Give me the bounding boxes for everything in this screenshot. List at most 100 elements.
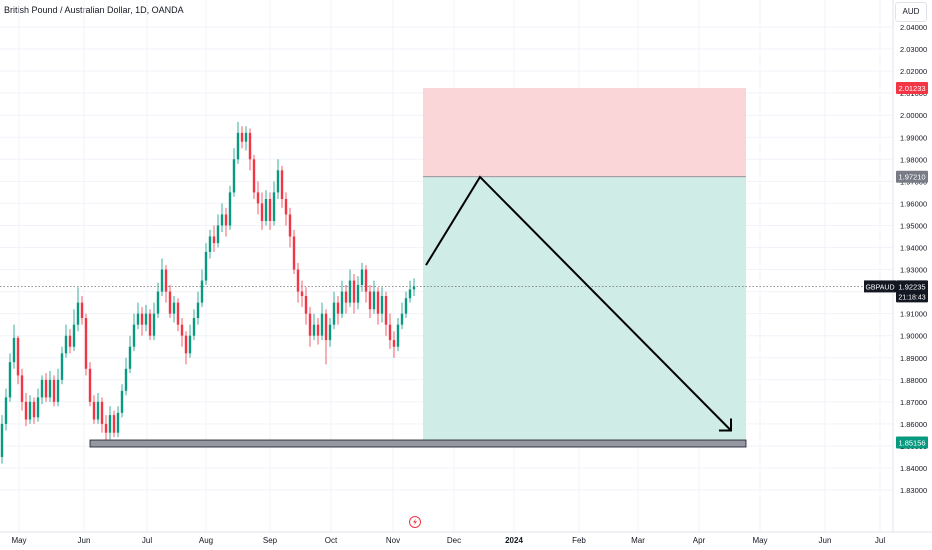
candle-up bbox=[40, 379, 44, 398]
candle-up bbox=[228, 192, 232, 226]
candle-up bbox=[136, 313, 140, 325]
candlestick-series bbox=[0, 121, 416, 464]
candle-up bbox=[132, 324, 136, 347]
candle-down bbox=[180, 324, 184, 336]
candle-down bbox=[140, 313, 144, 325]
candle-down bbox=[20, 375, 24, 402]
support-zone-rectangle[interactable] bbox=[89, 439, 747, 448]
price-tag-text: 1.85156 bbox=[898, 439, 925, 448]
price-tag-bg bbox=[896, 436, 928, 449]
candle-down bbox=[336, 302, 340, 314]
candle-up bbox=[332, 302, 336, 325]
symbol-tag-bg bbox=[864, 280, 896, 293]
price-tick-label: 1.98000 bbox=[900, 155, 927, 164]
price-tick-label: 1.91000 bbox=[900, 310, 927, 319]
candle-down bbox=[268, 198, 272, 222]
candle-up bbox=[356, 284, 360, 303]
candle-down bbox=[308, 313, 312, 336]
take-profit-tag: 1.85156 bbox=[896, 436, 928, 449]
candle-down bbox=[288, 214, 292, 237]
candle-up bbox=[116, 412, 120, 433]
currency-button[interactable]: AUD bbox=[895, 2, 927, 22]
candle-down bbox=[260, 203, 264, 222]
candle-up bbox=[12, 337, 16, 363]
candle-down bbox=[384, 296, 388, 325]
candle-down bbox=[296, 269, 300, 292]
candle-up bbox=[236, 132, 240, 160]
time-tick-label: Sep bbox=[263, 536, 278, 545]
candle-up bbox=[372, 291, 376, 310]
candle-up bbox=[400, 313, 404, 325]
price-tag-text: 2.01233 bbox=[898, 84, 925, 93]
candle-up bbox=[0, 423, 4, 457]
lightning-icon[interactable] bbox=[409, 516, 421, 528]
time-tick-label: Jul bbox=[142, 536, 152, 545]
candle-down bbox=[68, 335, 72, 347]
candle-up bbox=[120, 390, 124, 413]
candle-down bbox=[24, 401, 28, 420]
candle-down bbox=[240, 132, 244, 142]
candle-up bbox=[188, 335, 192, 354]
candle-up bbox=[208, 236, 212, 252]
candle-up bbox=[204, 251, 208, 281]
candle-down bbox=[256, 192, 260, 204]
candle-down bbox=[344, 291, 348, 303]
candle-down bbox=[84, 318, 88, 369]
candle-up bbox=[172, 302, 176, 314]
price-tick-label: 1.87000 bbox=[900, 398, 927, 407]
candle-down bbox=[224, 214, 228, 226]
candle-up bbox=[72, 324, 76, 347]
price-tick-label: 1.89000 bbox=[900, 354, 927, 363]
price-tick-label: 1.84000 bbox=[900, 464, 927, 473]
candle-up bbox=[36, 397, 40, 418]
stop-loss-tag: 2.01233 bbox=[896, 82, 928, 95]
candle-up bbox=[216, 225, 220, 244]
entry-tag: 1.97210 bbox=[896, 170, 928, 183]
candle-down bbox=[364, 269, 368, 292]
take-profit-zone[interactable] bbox=[423, 176, 746, 443]
price-tag-text: 1.97210 bbox=[898, 173, 925, 182]
candle-up bbox=[220, 214, 224, 226]
candle-down bbox=[32, 401, 36, 418]
candle-up bbox=[320, 313, 324, 336]
candle-down bbox=[368, 291, 372, 310]
candle-up bbox=[60, 353, 64, 380]
candle-up bbox=[28, 401, 32, 420]
stop-loss-zone[interactable] bbox=[423, 88, 746, 177]
current-price-tag: GBPAUD 1.92235 21:18:43 bbox=[864, 280, 928, 303]
price-tick-label: 1.99000 bbox=[900, 133, 927, 142]
candle-up bbox=[272, 192, 276, 222]
candle-down bbox=[100, 401, 104, 424]
candle-down bbox=[148, 313, 152, 336]
time-axis[interactable]: May Jun Jul Aug Sep Oct Nov Dec 2024 Feb Mar Apr May… bbox=[11, 536, 885, 545]
price-tag-bg bbox=[896, 82, 928, 95]
candle-up bbox=[340, 291, 344, 314]
candle-down bbox=[80, 302, 84, 319]
candle-down bbox=[184, 335, 188, 354]
price-tag-bg bbox=[896, 170, 928, 183]
candle-down bbox=[168, 291, 172, 314]
candle-down bbox=[44, 379, 48, 398]
price-tags: 2.01233 1.97210 1.85156 GBPAUD 1.92235 21:18:… bbox=[864, 82, 928, 449]
time-tick-label: Apr bbox=[693, 536, 706, 545]
candle-up bbox=[156, 291, 160, 314]
candle-down bbox=[16, 337, 20, 376]
candle-down bbox=[376, 291, 380, 314]
projection-arrow[interactable] bbox=[425, 175, 732, 432]
candle-down bbox=[52, 379, 56, 402]
arrowhead bbox=[719, 418, 732, 432]
candle-down bbox=[176, 302, 180, 325]
candle-up bbox=[160, 269, 164, 292]
candle-up bbox=[348, 280, 352, 303]
price-tick-label: 2.04000 bbox=[900, 23, 927, 32]
time-tick-label: May bbox=[752, 536, 767, 545]
candle-up bbox=[4, 397, 8, 424]
candle-up bbox=[56, 379, 60, 402]
time-tick-label: May bbox=[11, 536, 26, 545]
candle-down bbox=[388, 324, 392, 341]
candle-up bbox=[64, 335, 68, 354]
time-tick-label: Jul bbox=[875, 536, 885, 545]
candle-up bbox=[380, 296, 384, 314]
candle-up bbox=[96, 401, 100, 420]
